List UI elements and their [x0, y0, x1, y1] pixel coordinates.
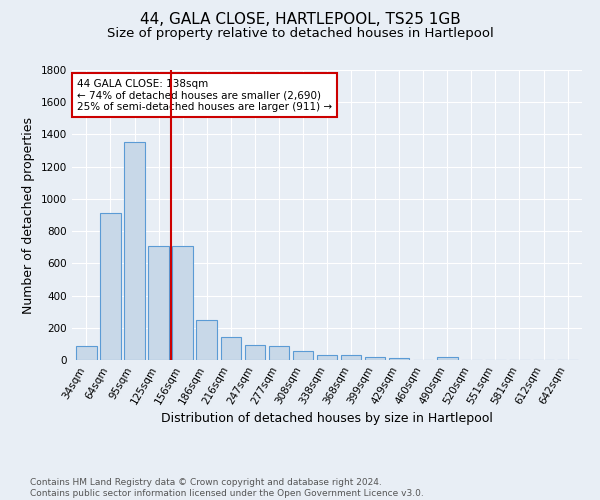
Bar — [124, 142, 145, 360]
Bar — [365, 357, 385, 360]
Bar — [148, 246, 169, 360]
Bar — [100, 214, 121, 360]
Text: 44 GALA CLOSE: 138sqm
← 74% of detached houses are smaller (2,690)
25% of semi-d: 44 GALA CLOSE: 138sqm ← 74% of detached … — [77, 78, 332, 112]
Bar — [221, 336, 241, 360]
Bar — [293, 351, 313, 360]
Bar — [269, 346, 289, 360]
Bar — [341, 356, 361, 360]
Text: Size of property relative to detached houses in Hartlepool: Size of property relative to detached ho… — [107, 28, 493, 40]
X-axis label: Distribution of detached houses by size in Hartlepool: Distribution of detached houses by size … — [161, 412, 493, 425]
Bar — [76, 346, 97, 360]
Bar — [196, 320, 217, 360]
Text: 44, GALA CLOSE, HARTLEPOOL, TS25 1GB: 44, GALA CLOSE, HARTLEPOOL, TS25 1GB — [140, 12, 460, 28]
Bar — [172, 246, 193, 360]
Bar — [389, 358, 409, 360]
Bar — [245, 344, 265, 360]
Bar — [317, 355, 337, 360]
Text: Contains HM Land Registry data © Crown copyright and database right 2024.
Contai: Contains HM Land Registry data © Crown c… — [30, 478, 424, 498]
Bar — [437, 357, 458, 360]
Y-axis label: Number of detached properties: Number of detached properties — [22, 116, 35, 314]
